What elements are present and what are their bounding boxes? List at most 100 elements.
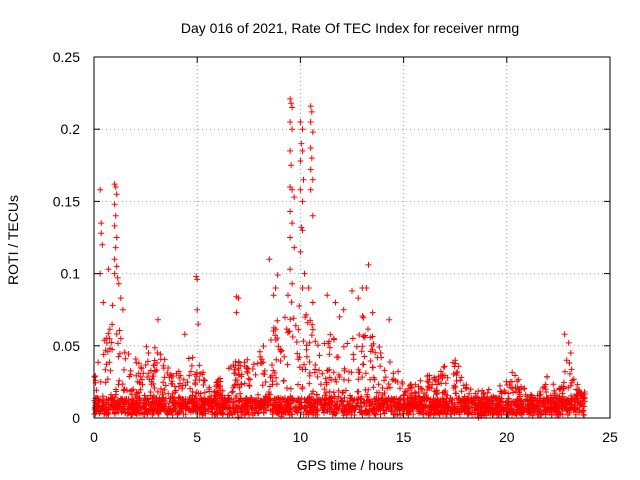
data-point (312, 338, 319, 345)
data-point (572, 398, 579, 405)
data-point (391, 399, 398, 406)
data-point (274, 335, 281, 342)
data-point (581, 391, 588, 398)
data-point (201, 399, 208, 406)
data-point (105, 396, 112, 403)
data-point (196, 362, 203, 369)
data-point (478, 399, 485, 406)
data-point (427, 396, 434, 403)
data-point (282, 403, 289, 410)
data-point (235, 397, 242, 404)
y-tick-label: 0.1 (61, 266, 81, 282)
data-point (309, 176, 316, 183)
data-point (395, 404, 402, 411)
data-point (115, 280, 122, 287)
data-point (387, 359, 393, 365)
data-point (298, 140, 305, 147)
data-point (474, 394, 481, 401)
data-point (278, 347, 285, 354)
data-point (365, 261, 372, 268)
data-point (97, 186, 104, 193)
x-tick-label: 25 (602, 429, 618, 445)
data-point (96, 410, 103, 417)
data-point (303, 342, 310, 349)
data-point (229, 411, 236, 418)
data-point (508, 378, 515, 385)
data-point (197, 395, 203, 402)
data-point (540, 395, 547, 402)
data-point (574, 381, 581, 388)
data-point (496, 382, 503, 389)
data-point (287, 95, 294, 102)
data-point (458, 388, 465, 395)
data-point (233, 309, 240, 316)
data-point (193, 273, 200, 280)
data-point (367, 348, 374, 355)
data-point (284, 385, 290, 392)
data-point (485, 386, 492, 393)
data-point (354, 396, 360, 403)
data-point (412, 395, 419, 402)
data-point (212, 411, 219, 417)
data-point (387, 384, 394, 391)
data-point (247, 376, 254, 383)
data-point (460, 403, 466, 410)
data-point (249, 405, 256, 412)
data-point (347, 392, 353, 399)
data-point (344, 340, 351, 347)
data-point (299, 126, 306, 133)
data-point (487, 405, 493, 412)
data-point (270, 367, 277, 374)
data-point (299, 198, 306, 205)
data-point (207, 403, 214, 410)
data-point (237, 405, 243, 412)
data-point (122, 355, 129, 362)
data-point (160, 405, 167, 412)
data-point (109, 302, 116, 309)
data-point (310, 406, 317, 413)
data-point (95, 359, 102, 366)
data-point (308, 332, 315, 339)
data-point (109, 395, 116, 401)
data-point (123, 398, 130, 405)
data-point (180, 411, 187, 417)
data-point (296, 303, 303, 309)
data-point (369, 405, 376, 412)
data-point (319, 407, 326, 413)
data-point (347, 397, 354, 404)
data-point (370, 384, 377, 391)
data-point (515, 376, 522, 383)
data-point (309, 326, 316, 333)
data-point (116, 350, 123, 357)
data-point (307, 145, 314, 151)
data-point (512, 410, 519, 417)
data-point (406, 407, 413, 414)
data-point (326, 388, 333, 395)
data-point (301, 361, 307, 368)
data-point (136, 400, 143, 407)
data-point (564, 407, 571, 413)
data-point (335, 387, 342, 394)
data-point (245, 375, 252, 382)
data-point (294, 409, 301, 416)
data-point (571, 406, 578, 413)
data-point (548, 395, 555, 402)
data-point (460, 382, 467, 389)
data-point (307, 408, 314, 415)
data-point (129, 403, 136, 410)
data-point (273, 374, 279, 381)
data-point (252, 371, 259, 378)
data-point (149, 376, 155, 383)
data-point (102, 379, 109, 386)
data-points (91, 95, 588, 421)
data-point (199, 406, 206, 413)
data-point (416, 406, 423, 413)
data-point (179, 385, 186, 392)
data-point (379, 391, 386, 398)
data-point (507, 384, 514, 391)
data-point (369, 364, 376, 371)
data-point (232, 358, 239, 365)
data-point (333, 354, 340, 361)
data-point (319, 370, 326, 377)
data-point (121, 366, 127, 373)
